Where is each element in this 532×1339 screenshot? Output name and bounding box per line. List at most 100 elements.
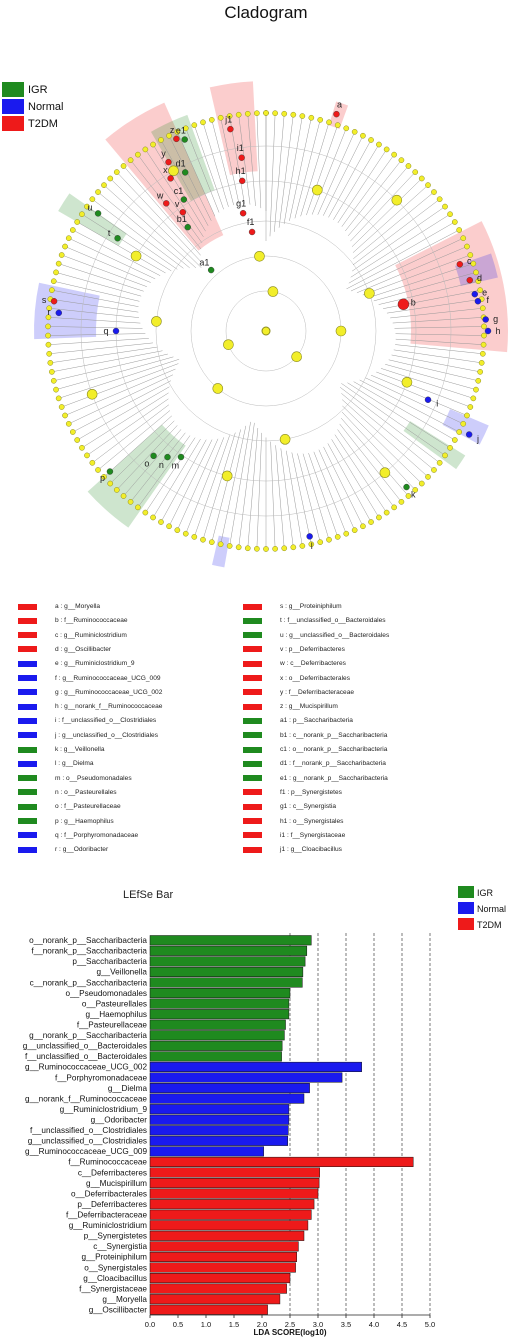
lefse-bar-label: g__Mucispirillum <box>86 1179 147 1188</box>
lefse-x-tick-label: 2.5 <box>285 1320 295 1329</box>
key-text: p : g__Haemophilus <box>55 817 114 825</box>
key-swatch <box>18 789 37 796</box>
key-text: i : f__unclassified_o__Clostridiales <box>55 717 157 725</box>
marker-node-z <box>173 135 180 143</box>
cladogram-tree <box>45 110 487 552</box>
clade-sector-igr <box>58 193 127 246</box>
lefse-bar-igr <box>149 966 304 977</box>
key-text: r : g__Odoribacter <box>55 846 109 854</box>
lefse-bar-label: p__Deferribacteres <box>77 1200 147 1209</box>
key-text: n : o__Pasteurellales <box>55 788 117 796</box>
key-swatch <box>243 603 262 610</box>
key-text: y : f__Deferribacteraceae <box>280 688 355 696</box>
key-text: j1 : g__Cloacibacillus <box>280 846 342 854</box>
key-text: h : g__norank_f__Ruminococcaceae <box>55 703 163 711</box>
lefse-bar-label: g__Proteiniphilum <box>81 1253 147 1262</box>
key-swatch <box>18 717 37 724</box>
key-text: s : g__Proteiniphilum <box>280 603 342 610</box>
lefse-bar-igr <box>149 935 312 946</box>
marker-label-u: u <box>87 203 92 213</box>
key-text: e1 : g__norank_p__Saccharibacteria <box>280 774 388 782</box>
marker-label-i: i <box>436 399 438 409</box>
key-swatch <box>243 646 262 653</box>
key-text: o : f__Pasteurellaceae <box>55 803 121 811</box>
marker-node-d <box>466 276 473 284</box>
marker-node-m <box>177 453 185 461</box>
marker-node-f <box>474 298 482 305</box>
lefse-legend-label-t2dm: T2DM <box>477 920 502 930</box>
key-row: z : g__Mucispirillum <box>243 700 338 713</box>
lefse-bar-label: g__Ruminococcaceae_UCG_002 <box>25 1063 147 1072</box>
lefse-bar-label: o__Pasteurellales <box>82 999 147 1008</box>
lefse-legend-swatch-igr <box>458 886 474 898</box>
lefse-bar-igr <box>149 956 306 967</box>
marker-label-s: s <box>42 295 47 305</box>
lefse-bar-igr <box>149 1051 282 1062</box>
marker-node-u <box>94 210 102 217</box>
key-row: h : g__norank_f__Ruminococcaceae <box>18 700 162 713</box>
marker-node-g1 <box>239 210 247 217</box>
marker-node-r <box>55 309 62 317</box>
lefse-bar-label: f__Porphyromonadaceae <box>55 1073 147 1082</box>
key-text: j : g__unclassified_o__Clostridiales <box>55 731 158 739</box>
marker-label-o: o <box>144 458 149 468</box>
key-swatch <box>243 846 262 853</box>
key-row: b1 : c__norank_p__Saccharibacteria <box>243 729 387 742</box>
lefse-bar-normal <box>149 1104 290 1115</box>
key-row: x : o__Deferribacterales <box>243 672 350 685</box>
key-row: j1 : g__Cloacibacillus <box>243 843 342 856</box>
marker-label-n: n <box>159 460 164 470</box>
key-text: k : g__Veillonella <box>55 746 105 753</box>
marker-node-f1 <box>248 228 256 236</box>
marker-node-t <box>114 235 121 242</box>
lefse-bar-t2dm <box>149 1199 315 1210</box>
legend-label-t2dm: T2DM <box>28 118 58 130</box>
lefse-x-tick-label: 4.5 <box>397 1320 407 1329</box>
key-swatch <box>18 632 37 639</box>
marker-label-j: j <box>476 434 479 444</box>
lefse-x-tick-label: 1.5 <box>229 1320 239 1329</box>
lefse-bar-t2dm <box>149 1304 268 1315</box>
lefse-bar-normal <box>149 1125 289 1136</box>
marker-node-a1 <box>207 266 215 274</box>
lefse-x-tick-label: 0.5 <box>173 1320 183 1329</box>
key-swatch <box>243 617 262 624</box>
marker-label-p: p <box>100 473 105 483</box>
lefse-bar-label: g__unclassified_o__Bacteroidales <box>23 1042 147 1051</box>
key-swatch <box>18 675 37 681</box>
lefse-bar-label: p__Saccharibacteria <box>72 957 147 966</box>
key-text: m : o__Pseudomonadales <box>55 774 132 782</box>
marker-label-g1: g1 <box>236 198 246 208</box>
clade-highlight-sectors <box>34 81 508 568</box>
lefse-bar-label: f__Ruminococcaceae <box>68 1158 147 1167</box>
marker-node-n <box>164 453 171 461</box>
marker-label-b1: b1 <box>177 214 187 224</box>
lefse-bars <box>149 935 414 1315</box>
marker-node-e <box>471 290 478 298</box>
marker-label-q: q <box>103 326 108 336</box>
key-swatch <box>243 689 262 696</box>
key-row: r : g__Odoribacter <box>18 843 108 856</box>
lefse-gridlines <box>289 933 431 1315</box>
marker-node-j <box>465 431 473 438</box>
marker-node-d1 <box>181 169 189 176</box>
key-row: o : f__Pasteurellaceae <box>18 800 121 813</box>
marker-node-p <box>106 468 114 475</box>
key-text: l : g__Dielma <box>55 760 94 768</box>
lefse-bar-label: o__Pseudomonadales <box>66 989 147 998</box>
key-swatch <box>18 603 37 610</box>
key-text: d1 : f__norank_p__Saccharibacteria <box>280 760 386 768</box>
key-swatch <box>243 818 262 824</box>
lefse-bar-label: g__Oscillibacter <box>89 1306 148 1315</box>
marker-label-h: h <box>495 326 500 336</box>
marker-node-i1 <box>238 154 245 161</box>
lefse-bar-t2dm <box>149 1178 320 1189</box>
lefse-bar-igr <box>149 977 303 988</box>
lefse-bar-label: f__norank_p__Saccharibacteria <box>31 947 147 956</box>
key-text: h1 : o__Synergistales <box>280 817 344 825</box>
marker-label-e1: e1 <box>176 125 186 135</box>
marker-node-v <box>179 209 187 216</box>
lefse-bar-labels: o__norank_p__Saccharibacteria f__norank_p… <box>23 936 148 1314</box>
lefse-bar-normal <box>149 1135 289 1146</box>
